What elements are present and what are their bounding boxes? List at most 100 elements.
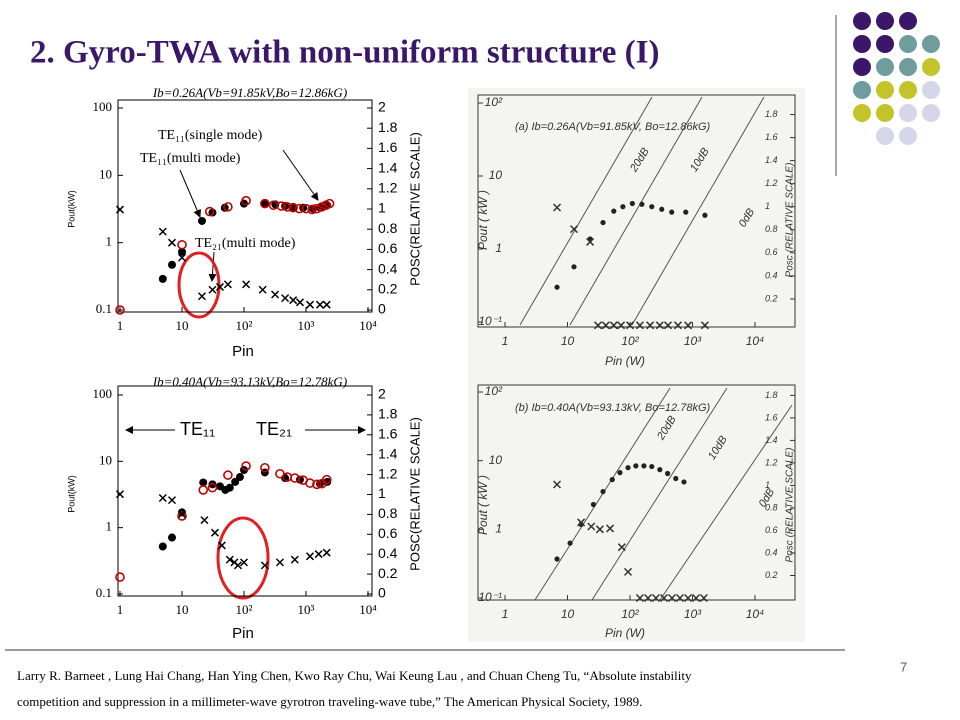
- data-point: [655, 321, 664, 330]
- y2-tick-label: 1.2: [765, 178, 778, 188]
- data-point: [115, 305, 125, 315]
- y2-tick-label: 1.2: [378, 180, 398, 196]
- data-point: [197, 216, 206, 225]
- y2-tick-label: 0: [378, 301, 386, 317]
- y2-tick-label: 1.4: [378, 159, 398, 175]
- x-tick-label: 10: [176, 318, 189, 333]
- data-point: [235, 473, 244, 482]
- x-tick-label: 1: [502, 607, 509, 621]
- data-point: [606, 524, 615, 533]
- data-point: [649, 204, 655, 210]
- data-point: [595, 525, 604, 534]
- data-point: [625, 321, 635, 330]
- data-point: [158, 274, 167, 283]
- x-tick-label: 10⁴: [746, 334, 765, 348]
- data-point: [322, 300, 331, 309]
- data-point: [199, 478, 208, 487]
- y-axis-label: Pout(kW): [66, 475, 76, 513]
- y2-tick-label: 1: [378, 200, 386, 216]
- data-point: [643, 593, 653, 603]
- chart-title: (a) Ib=0.26A(Vb=91.85kV, Bo=12.86kG): [515, 121, 711, 133]
- data-point: [675, 593, 684, 603]
- data-point: [207, 482, 218, 493]
- decoration-dot: [922, 58, 940, 76]
- y-tick-label: 10: [99, 452, 112, 467]
- data-point: [210, 528, 219, 537]
- data-point: [692, 593, 701, 603]
- y2-tick-label: 1: [378, 485, 386, 501]
- annotation: TE₁₁(single mode): [158, 128, 263, 143]
- data-point: [673, 321, 682, 330]
- x-axis-label: Pin: [232, 625, 254, 642]
- data-point: [276, 201, 287, 211]
- data-point: [288, 202, 298, 213]
- y-tick-label: 100: [93, 386, 113, 401]
- x-axis-label: Pin (W): [605, 626, 645, 640]
- plot-frame: [117, 99, 373, 313]
- y-tick-label: 10⁻¹: [478, 314, 502, 328]
- y-tick-label: 10²: [485, 95, 503, 109]
- data-point: [633, 463, 639, 469]
- decoration-dot: [853, 35, 871, 53]
- data-point: [258, 285, 267, 294]
- x-tick-label: 10²: [621, 607, 639, 621]
- decoration-dot: [853, 81, 871, 99]
- y2-tick-label: 0.6: [765, 247, 778, 257]
- decoration-dot: [853, 58, 871, 76]
- y-axis-label: Pout(kW): [66, 190, 76, 228]
- decoration-dot: [853, 12, 871, 30]
- y2-tick-label: 0.2: [378, 281, 398, 297]
- annotation: TE₂₁(multi mode): [195, 236, 296, 251]
- data-point: [554, 556, 560, 562]
- x-tick-label: 10²: [621, 334, 639, 348]
- data-point: [305, 478, 315, 488]
- data-point: [233, 561, 243, 570]
- scan-background: [468, 372, 805, 642]
- data-point: [177, 510, 187, 519]
- data-point: [683, 209, 689, 215]
- data-point: [301, 203, 311, 214]
- data-point: [177, 253, 187, 262]
- decoration-dot: [899, 12, 917, 30]
- data-point: [260, 561, 269, 570]
- y2-tick-label: 0.8: [765, 224, 778, 234]
- data-point: [600, 488, 606, 495]
- data-point: [225, 483, 234, 492]
- data-point: [617, 321, 626, 330]
- data-point: [586, 237, 595, 246]
- annotation: TE₁₁: [180, 419, 215, 439]
- data-point: [629, 200, 635, 207]
- scan-background: [468, 88, 805, 378]
- data-point: [569, 225, 579, 234]
- data-point: [305, 300, 315, 309]
- decoration-dot: [899, 127, 917, 145]
- y2-tick-label: 1.2: [765, 457, 778, 467]
- y-tick-label: 0.1: [96, 585, 112, 600]
- y2-tick-label: 2: [378, 99, 386, 115]
- y2-tick-label: 0.2: [378, 565, 398, 581]
- decoration-dot: [922, 104, 940, 122]
- highlight-ellipse: [216, 516, 270, 600]
- data-point: [684, 593, 693, 603]
- y-tick-label: 0.1: [96, 301, 112, 316]
- data-point: [625, 465, 631, 471]
- y2-tick-label: 0.4: [378, 545, 398, 561]
- y2-tick-label: 1.6: [378, 426, 398, 442]
- y2-tick-label: 1.6: [378, 139, 398, 155]
- decoration-dot: [876, 12, 894, 30]
- y2-tick-label: 0.6: [378, 525, 398, 541]
- decoration-dot: [922, 81, 940, 99]
- y2-tick-label: 1.6: [765, 132, 778, 142]
- x-tick-label: 10⁴: [746, 607, 765, 621]
- y2-axis-label: POSC(RELATIVE SCALE): [407, 417, 422, 571]
- data-point: [260, 198, 270, 209]
- y2-tick-label: 1.8: [765, 390, 778, 400]
- annotation: TE₂₁: [256, 419, 292, 439]
- y-axis-label: Pout ( kW ): [476, 190, 490, 250]
- citation: Larry R. Barneet , Lung Hai Chang, Han Y…: [17, 668, 692, 683]
- data-point: [271, 290, 280, 299]
- data-point: [699, 593, 708, 603]
- y-tick-label: 10⁻¹: [478, 590, 502, 604]
